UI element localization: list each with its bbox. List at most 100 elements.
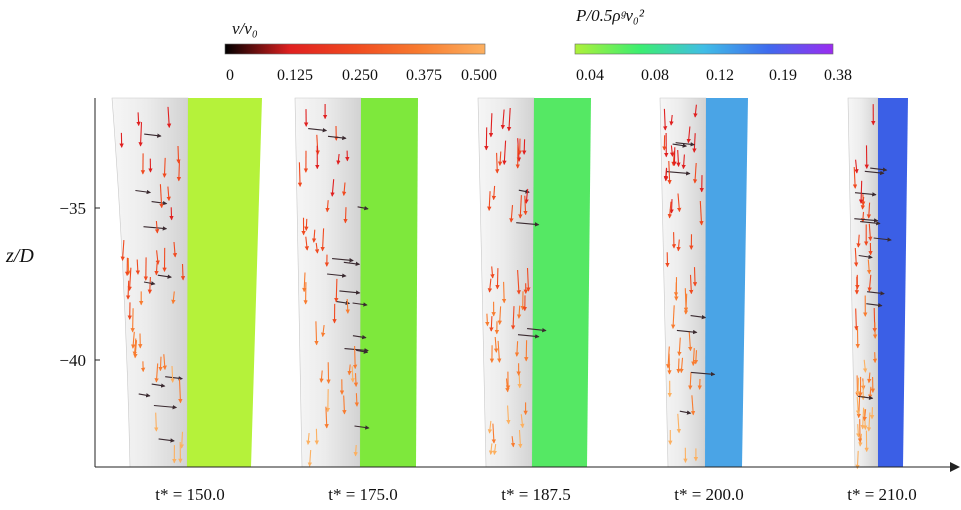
velocity-vector [873, 237, 892, 242]
velocity-vector [144, 133, 162, 138]
velocity-vector [516, 305, 522, 319]
velocity-vector [690, 395, 696, 416]
velocity-colorbar-ticks: 0 0.125 0.250 0.375 0.500 [226, 67, 497, 84]
velocity-vector [353, 444, 358, 457]
velocity-vector [154, 363, 159, 383]
velocity-vector [166, 106, 172, 129]
velocity-vector [663, 168, 669, 182]
velocity-vector [341, 182, 347, 197]
velocity-vector [125, 280, 131, 300]
velocity-vector [297, 162, 303, 188]
velocity-vector [176, 159, 182, 182]
velocity-vector [155, 250, 160, 265]
velocity-vector [854, 218, 879, 223]
velocity-vector [691, 371, 716, 377]
velocity-vector [135, 189, 152, 195]
velocity-vector [676, 329, 698, 335]
jet-panel [111, 97, 262, 468]
velocity-vector [127, 267, 132, 292]
velocity-vector [143, 226, 168, 231]
velocity-vector [501, 281, 507, 304]
velocity-vector [319, 370, 324, 383]
velocity-vector [497, 306, 503, 326]
velocity-vector [683, 293, 689, 315]
velocity-tick-label: 0.500 [461, 67, 497, 84]
velocity-vector [690, 314, 707, 320]
time-label: t* = 200.0 [674, 485, 744, 504]
time-label: t* = 150.0 [155, 485, 225, 504]
velocity-vector [524, 188, 529, 204]
velocity-vector [179, 431, 185, 449]
velocity-vector [490, 266, 495, 279]
velocity-vector [693, 104, 698, 118]
jet-panel [847, 97, 908, 470]
velocity-vector [867, 274, 872, 292]
velocity-vector [676, 149, 681, 168]
velocity-vector [165, 376, 183, 381]
velocity-vector [518, 429, 523, 449]
pressure-colorbar-gradient [574, 43, 834, 55]
velocity-vector [332, 258, 354, 263]
velocity-vector [669, 199, 674, 214]
jet-sheet-surface [659, 97, 707, 468]
velocity-vector [320, 325, 326, 338]
pressure-colorbar-ticks: 0.04 0.08 0.12 0.19 0.38 [576, 67, 852, 84]
velocity-vector [336, 153, 341, 165]
velocity-vector [691, 348, 696, 367]
velocity-vector [302, 272, 307, 293]
velocity-vector [517, 334, 540, 339]
velocity-vector [304, 236, 310, 251]
velocity-vector [510, 436, 516, 448]
velocity-vector [523, 195, 528, 216]
velocity-vector [666, 346, 671, 369]
velocity-vector [516, 269, 521, 295]
velocity-vector [353, 373, 359, 388]
velocity-vector [864, 170, 885, 176]
velocity-vector [306, 433, 311, 446]
velocity-vector [304, 218, 309, 232]
velocity-vector [357, 205, 369, 211]
velocity-vector [699, 200, 704, 226]
velocity-vector [862, 409, 867, 422]
velocity-vector [670, 305, 676, 330]
velocity-vector [514, 341, 520, 357]
velocity-vector [343, 261, 361, 267]
velocity-vector [867, 372, 872, 384]
velocity-vector [131, 331, 136, 349]
velocity-vector [868, 223, 873, 242]
velocity-vector [489, 316, 494, 332]
velocity-vector [130, 308, 135, 333]
y-axis-label: z/D [5, 245, 34, 267]
velocity-vector [487, 278, 493, 293]
velocity-vector [858, 180, 864, 204]
pressure-tick-label: 0.38 [824, 67, 852, 84]
velocity-vector [162, 354, 167, 371]
time-label: t* = 175.0 [328, 485, 398, 504]
velocity-vector [492, 444, 497, 456]
velocity-vector [860, 221, 881, 226]
velocity-vector [855, 377, 861, 396]
velocity-vector [320, 228, 325, 252]
velocity-vector [327, 273, 347, 278]
velocity-tick-label: 0.375 [406, 67, 442, 84]
velocity-vector [493, 336, 499, 353]
velocity-vector [502, 140, 507, 166]
velocity-vector [356, 349, 369, 354]
pressure-colorbar-title: P/0.5ρᵍv₀² [575, 6, 645, 25]
velocity-vector [487, 191, 492, 212]
velocity-vector [500, 109, 506, 130]
jet-pressure-surface [360, 98, 418, 467]
jet-pressure-surface [187, 98, 262, 467]
velocity-vector [347, 364, 352, 376]
velocity-vector [667, 160, 672, 185]
velocity-colorbar: v/v₀ 0 0.125 0.250 0.375 0.500 [224, 19, 497, 84]
velocity-vector [860, 211, 866, 223]
time-label: t* = 210.0 [847, 485, 917, 504]
velocity-vector [677, 337, 682, 357]
velocity-vector [852, 166, 858, 189]
velocity-vector [138, 122, 143, 147]
velocity-vector [866, 303, 883, 308]
velocity-vector [692, 267, 698, 287]
time-label: t* = 187.5 [501, 485, 571, 504]
